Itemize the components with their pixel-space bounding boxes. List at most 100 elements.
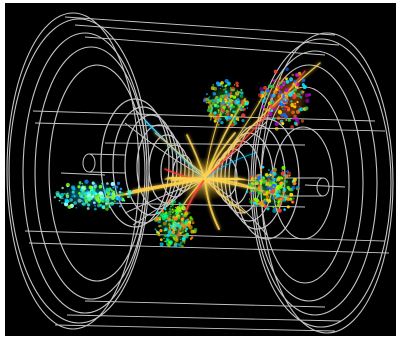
energy-hit xyxy=(273,89,278,95)
energy-hit xyxy=(189,216,193,220)
energy-hit xyxy=(73,196,75,199)
energy-hit xyxy=(164,234,167,238)
energy-hit xyxy=(304,106,309,111)
energy-hit xyxy=(87,203,91,207)
energy-hit xyxy=(184,229,187,232)
energy-hit xyxy=(179,232,182,234)
energy-hit xyxy=(202,98,207,103)
energy-hit xyxy=(284,108,287,111)
energy-hit xyxy=(262,190,266,195)
energy-hit xyxy=(305,98,310,103)
energy-hit xyxy=(94,207,97,211)
energy-hit xyxy=(239,106,243,110)
energy-hit xyxy=(161,210,164,213)
energy-hit xyxy=(123,199,126,202)
energy-hit xyxy=(158,225,161,228)
energy-hit xyxy=(94,191,97,195)
energy-hit xyxy=(182,207,186,210)
energy-hit xyxy=(80,195,84,199)
energy-hit xyxy=(251,182,254,185)
energy-hit xyxy=(286,110,288,113)
energy-hit xyxy=(224,90,228,94)
energy-hit xyxy=(216,98,220,102)
energy-hit xyxy=(156,211,159,214)
energy-hit xyxy=(225,89,227,91)
energy-hit xyxy=(264,97,267,100)
energy-hit xyxy=(128,194,131,196)
energy-hit xyxy=(109,201,115,206)
energy-hit xyxy=(81,183,84,185)
energy-hit xyxy=(173,216,175,218)
energy-hit xyxy=(287,118,291,122)
energy-hit xyxy=(179,241,183,245)
energy-hit xyxy=(298,106,301,108)
energy-hit xyxy=(186,223,191,227)
energy-hit xyxy=(168,226,171,229)
energy-hit xyxy=(70,185,75,190)
energy-hit xyxy=(217,123,220,126)
energy-hit xyxy=(269,84,272,86)
energy-hit xyxy=(81,185,85,190)
energy-hit xyxy=(167,199,172,204)
energy-hit xyxy=(285,180,289,183)
energy-hit xyxy=(270,99,272,102)
energy-hit xyxy=(261,166,265,169)
energy-hit xyxy=(226,81,231,86)
energy-hit xyxy=(284,193,286,196)
energy-hit xyxy=(127,190,132,195)
energy-hit xyxy=(101,182,103,185)
energy-hit xyxy=(232,105,235,109)
energy-hit xyxy=(121,199,124,202)
energy-hit xyxy=(159,218,162,221)
energy-hit xyxy=(256,176,261,181)
energy-hit xyxy=(168,228,172,231)
energy-hit xyxy=(229,96,232,99)
energy-hit xyxy=(273,207,277,211)
energy-hit xyxy=(159,229,163,233)
energy-hit xyxy=(217,111,220,113)
energy-hit xyxy=(291,73,295,77)
energy-hit xyxy=(287,108,291,112)
energy-hit xyxy=(221,85,224,87)
energy-hit xyxy=(155,217,160,221)
energy-hit xyxy=(164,211,168,215)
energy-hit xyxy=(280,171,285,176)
energy-hit xyxy=(208,113,213,118)
energy-hit xyxy=(176,242,178,244)
energy-hit xyxy=(285,80,290,84)
energy-hit xyxy=(235,117,240,121)
energy-hit xyxy=(82,202,86,206)
energy-hit xyxy=(90,198,93,200)
energy-hit xyxy=(282,190,286,194)
energy-hit xyxy=(159,242,164,247)
energy-hit xyxy=(292,117,295,120)
energy-hit xyxy=(281,108,284,111)
energy-hit xyxy=(260,186,264,189)
energy-hit xyxy=(173,200,177,204)
energy-hit xyxy=(281,105,283,108)
energy-hit xyxy=(257,184,263,189)
energy-hit xyxy=(265,195,270,199)
energy-hit xyxy=(205,101,208,104)
energy-hit xyxy=(101,184,104,187)
energy-hit xyxy=(209,96,211,98)
energy-hit xyxy=(61,202,63,204)
energy-hit xyxy=(297,79,299,81)
energy-hit xyxy=(292,177,297,182)
energy-hit xyxy=(53,196,57,199)
energy-hit xyxy=(259,182,263,185)
energy-hit xyxy=(61,186,64,190)
energy-hit xyxy=(223,95,228,99)
energy-hit xyxy=(78,180,82,184)
energy-hit xyxy=(174,243,177,246)
energy-hit xyxy=(177,207,182,212)
energy-hit xyxy=(258,101,261,103)
energy-hit xyxy=(220,120,224,125)
jet-left xyxy=(53,179,132,211)
energy-hit xyxy=(273,178,275,180)
energy-hit xyxy=(275,180,278,182)
energy-hit xyxy=(235,81,239,85)
energy-hit xyxy=(174,228,177,231)
energy-hit xyxy=(228,106,231,108)
energy-hit xyxy=(169,214,171,216)
